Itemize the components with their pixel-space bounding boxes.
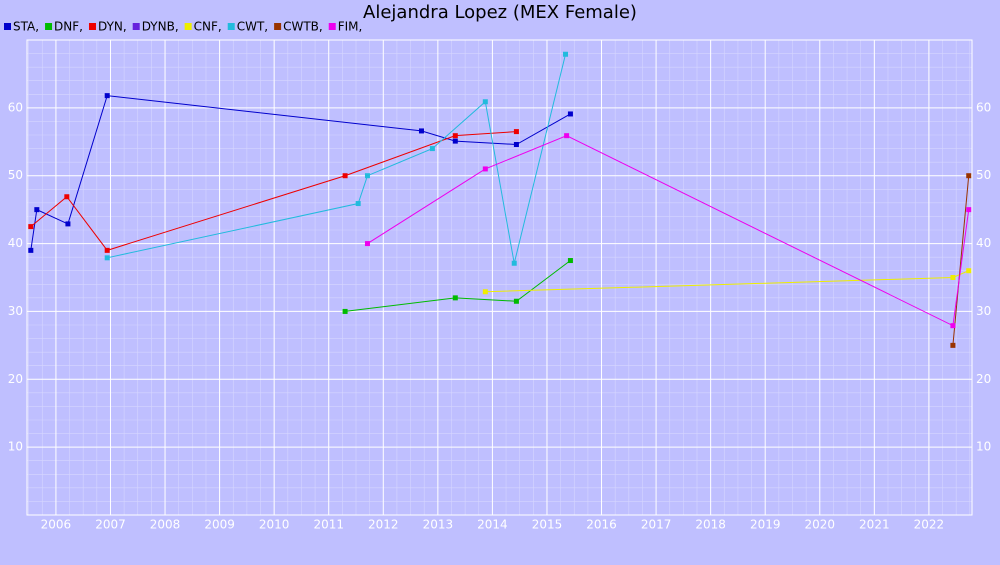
legend-swatch [88, 23, 96, 30]
x-tick-label: 2007 [95, 518, 126, 532]
y2-tick-label: 20 [976, 372, 991, 386]
data-point [28, 247, 34, 253]
data-point [452, 133, 458, 139]
x-tick-label: 2011 [313, 518, 344, 532]
data-point [418, 128, 424, 134]
y-tick-label: 30 [8, 304, 23, 318]
legend-swatch [227, 23, 235, 30]
legend-label: CWT, [237, 20, 268, 34]
legend-swatch [274, 23, 282, 30]
y-tick-label: 60 [8, 100, 23, 114]
x-tick-label: 2008 [150, 518, 181, 532]
data-point [104, 247, 110, 253]
x-tick-label: 2017 [641, 518, 672, 532]
x-tick-label: 2009 [204, 518, 235, 532]
legend-swatch [328, 23, 336, 30]
plot-border [26, 39, 973, 516]
y2-tick-label: 50 [976, 168, 991, 182]
data-point [104, 255, 110, 261]
y-tick-label: 50 [8, 168, 23, 182]
data-point [513, 142, 519, 147]
data-point [429, 146, 435, 152]
data-point [364, 173, 370, 179]
data-point [950, 323, 956, 329]
data-point [482, 166, 488, 172]
data-point [64, 194, 70, 200]
legend-label: CNF, [194, 20, 222, 34]
data-point [513, 298, 519, 304]
legend-label: DYNB, [142, 20, 179, 34]
data-point [104, 93, 110, 99]
chart-title: Alejandra Lopez (MEX Female) [363, 2, 637, 23]
data-point [364, 241, 370, 247]
x-tick-label: 2010 [259, 518, 290, 532]
x-tick-label: 2015 [532, 518, 563, 532]
y-tick-label: 40 [8, 236, 23, 250]
data-point [482, 289, 488, 295]
data-point [28, 224, 34, 230]
x-tick-label: 2018 [695, 518, 726, 532]
data-point [355, 201, 361, 207]
x-tick-label: 2019 [750, 518, 781, 532]
data-point [950, 342, 956, 348]
legend-swatch [4, 23, 11, 30]
series-line [345, 260, 571, 312]
data-point [563, 51, 569, 57]
y2-tick-label: 40 [976, 236, 991, 250]
data-point [567, 111, 573, 117]
data-point [65, 221, 71, 227]
series-line [30, 95, 571, 251]
data-point [950, 275, 956, 280]
legend-label: CWTB, [283, 20, 323, 34]
data-point [452, 138, 458, 144]
data-point [482, 99, 488, 105]
x-tick-label: 2006 [41, 518, 72, 532]
data-point [966, 173, 972, 179]
x-tick-label: 2014 [477, 518, 508, 532]
x-tick-label: 2022 [914, 518, 945, 532]
legend-label: DYN, [98, 20, 127, 34]
data-point [513, 129, 519, 135]
data-point [564, 133, 570, 139]
x-tick-label: 2013 [423, 518, 454, 532]
x-tick-label: 2016 [586, 518, 617, 532]
legend-swatch [132, 23, 140, 30]
plot-area [27, 40, 972, 515]
legend-label: DNF, [54, 20, 83, 34]
legend-swatch [184, 23, 192, 30]
legend-label: FIM, [338, 20, 363, 34]
y2-tick-label: 10 [976, 440, 991, 454]
data-point [342, 173, 348, 179]
data-point [342, 308, 348, 314]
legend-label: STA, [13, 20, 39, 34]
series-line [30, 131, 517, 251]
data-point [511, 260, 517, 266]
data-point [966, 268, 972, 274]
y2-tick-label: 30 [976, 304, 991, 318]
data-point [567, 258, 573, 264]
series-line [952, 175, 970, 346]
data-point [34, 207, 40, 213]
y2-tick-label: 60 [976, 100, 991, 114]
data-point [452, 295, 458, 301]
data-point [966, 207, 972, 213]
x-tick-label: 2012 [368, 518, 399, 532]
y-tick-label: 10 [8, 440, 23, 454]
y-tick-label: 20 [8, 372, 23, 386]
x-tick-label: 2021 [859, 518, 890, 532]
legend-swatch [45, 23, 53, 30]
x-tick-label: 2020 [805, 518, 836, 532]
